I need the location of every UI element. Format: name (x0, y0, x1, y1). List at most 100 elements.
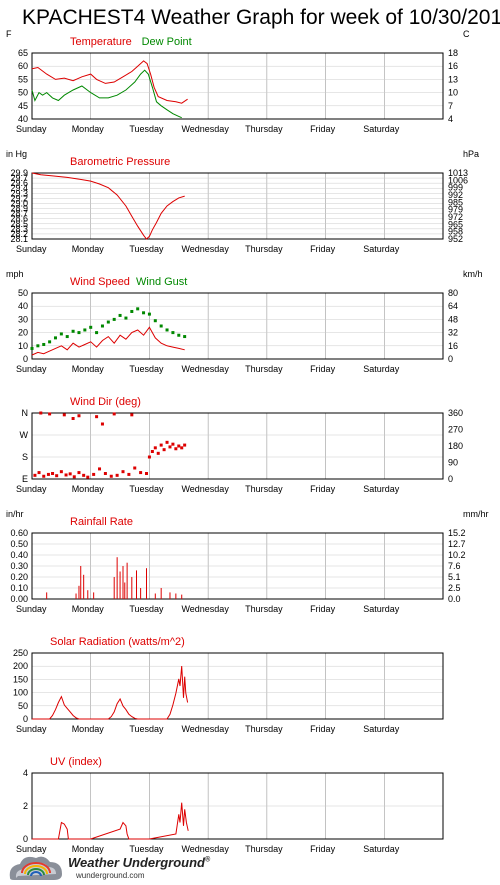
wind-speed-right-tick: 80 (448, 288, 458, 298)
pressure-right-unit: hPa (463, 149, 479, 159)
rainfall-rate-frame (31, 532, 444, 600)
day-label-saturday: Saturday (363, 364, 400, 374)
wind-direction-series-1-point (46, 472, 50, 476)
day-label-wednesday: Wednesday (181, 724, 229, 734)
wind-speed-right-tick: 0 (448, 354, 453, 364)
day-label-tuesday: Tuesday (129, 724, 164, 734)
wind-direction-series-1-point (103, 472, 107, 475)
pressure-left-tick: 28.9 (10, 204, 28, 214)
pressure-left-unit: in Hg (6, 149, 27, 159)
wind-speed-right-tick: 64 (448, 301, 458, 311)
day-label-sunday: Sunday (16, 724, 47, 734)
brand-name-text: Weather Underground (68, 855, 205, 870)
wind-direction-series-1-point (147, 455, 151, 459)
wind-direction-series-1-point (42, 474, 46, 478)
day-label-sunday: Sunday (16, 484, 47, 494)
wind-direction-series-1-point (98, 467, 102, 471)
wind-speed-left-tick: 20 (18, 328, 28, 338)
day-label-monday: Monday (72, 364, 105, 374)
day-label-wednesday: Wednesday (181, 604, 229, 614)
wind-speed-series-2-point (118, 313, 122, 317)
wind-speed-series-2-point (136, 307, 140, 311)
wind-speed-title-1: Wind Speed (70, 276, 130, 288)
wind-direction-left-tick: S (22, 452, 28, 462)
pressure-right-tick: 958 (448, 227, 463, 237)
day-label-tuesday: Tuesday (129, 844, 164, 854)
solar-radiation-left-tick: 150 (13, 674, 28, 684)
wind-direction-right-tick: 90 (448, 458, 458, 468)
day-label-tuesday: Tuesday (129, 484, 164, 494)
pressure-left-tick: 29.4 (10, 183, 28, 193)
wind-speed-series-2-point (89, 325, 93, 329)
pressure-left-tick: 28.7 (10, 209, 28, 219)
day-label-friday: Friday (310, 484, 336, 494)
day-label-wednesday: Wednesday (181, 844, 229, 854)
uv-index-left-tick: 4 (23, 768, 28, 778)
rainfall-rate-left-tick: 0.40 (10, 550, 28, 560)
wind-speed-series-2-point (165, 328, 169, 332)
temperature-right-unit: C (463, 29, 470, 39)
pressure-left-tick: 28.2 (10, 229, 28, 239)
wind-speed-series-2-point (100, 324, 104, 328)
pressure-left-tick: 29.9 (10, 168, 28, 178)
wind-direction-series-1-point (144, 472, 148, 475)
temperature-right-tick: 10 (448, 88, 458, 98)
wind-speed-right-tick: 16 (448, 341, 458, 351)
pressure-right-tick: 1013 (448, 168, 468, 178)
solar-radiation-left-tick: 250 (13, 648, 28, 658)
day-label-monday: Monday (72, 844, 105, 854)
day-label-wednesday: Wednesday (181, 244, 229, 254)
brand-url: wunderground.com (76, 871, 145, 880)
wind-direction-right-tick: 270 (448, 425, 463, 435)
wind-speed-series-2-point (159, 324, 163, 328)
wind-speed-right-unit: km/h (463, 269, 483, 279)
wind-direction-series-1-point (109, 474, 113, 478)
temperature-chart: 65 60 55 50 45 40 18 16 13 10 7 4 F C Temperature Dew P… (6, 29, 470, 134)
day-label-thursday: Thursday (245, 484, 283, 494)
day-label-sunday: Sunday (16, 844, 47, 854)
uv-index-series-1-line (32, 802, 189, 840)
solar-radiation-left-tick: 50 (18, 701, 28, 711)
wind-speed-left-tick: 0 (23, 354, 28, 364)
wind-speed-series-2-point (171, 331, 175, 335)
temperature-title-2: Dew Point (142, 36, 192, 48)
wind-speed-series-2-point (65, 335, 69, 339)
day-label-saturday: Saturday (363, 484, 400, 494)
uv-index-chart: 4 2 0 UV (index) Sunday Monday Tuesday Wednesda… (16, 756, 444, 854)
wind-direction-series-1-point (183, 443, 187, 447)
day-label-friday: Friday (310, 244, 336, 254)
temperature-series-1-line (31, 60, 188, 104)
wind-direction-series-1-point (165, 440, 169, 444)
wind-speed-left-tick: 30 (18, 314, 28, 324)
rainfall-rate-right-tick: 0.0 (448, 594, 461, 604)
pressure-right-tick: 1006 (448, 175, 468, 185)
wind-direction-series-1-point (153, 446, 157, 450)
wind-direction-right-tick: 180 (448, 441, 463, 451)
day-label-thursday: Thursday (245, 724, 283, 734)
wind-direction-right-tick: 360 (448, 408, 463, 418)
footer-logo[interactable]: Weather Underground® wunderground.com (4, 852, 234, 884)
day-label-wednesday: Wednesday (181, 364, 229, 374)
wind-speed-series-2-point (95, 331, 99, 335)
page-title: KPACHEST4 Weather Graph for week of 10/3… (22, 6, 500, 29)
day-label-friday: Friday (310, 604, 336, 614)
wind-direction-series-1-point (64, 473, 68, 477)
pressure-right-tick: 972 (448, 212, 463, 222)
temperature-left-tick: 45 (18, 101, 28, 111)
pressure-right-tick: 985 (448, 197, 463, 207)
day-label-thursday: Thursday (245, 364, 283, 374)
day-label-saturday: Saturday (363, 244, 400, 254)
day-label-sunday: Sunday (16, 604, 47, 614)
rainfall-rate-right-unit: mm/hr (463, 509, 489, 519)
day-label-monday: Monday (72, 724, 105, 734)
wind-speed-series-2-point (106, 320, 110, 324)
wind-speed-series-2-point (48, 340, 52, 344)
uv-index-frame (31, 772, 444, 840)
rainfall-rate-title-1: Rainfall Rate (70, 516, 133, 528)
wind-speed-series-2-point (42, 342, 46, 346)
pressure-left-tick: 28.5 (10, 219, 28, 229)
wind-speed-series-1-line (31, 326, 185, 356)
pressure-right-tick: 999 (448, 183, 463, 193)
wind-direction-series-1-point (115, 473, 119, 477)
